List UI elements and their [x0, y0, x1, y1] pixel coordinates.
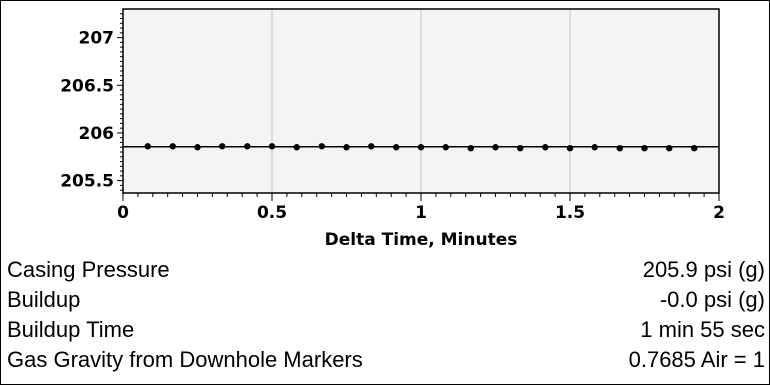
data-point [268, 143, 276, 150]
data-point [616, 144, 623, 152]
data-point [219, 143, 226, 150]
data-point [517, 144, 524, 152]
data-point [666, 144, 673, 152]
data-point [244, 143, 251, 150]
data-point [467, 144, 474, 152]
info-panel: Casing Pressure 205.9 psi (g) Buildup -0… [1, 254, 769, 384]
data-point [641, 144, 648, 152]
x-tick-label: 1.5 [555, 203, 585, 223]
buildup-label: Buildup [7, 287, 81, 312]
gas-gravity-label: Gas Gravity from Downhole Markers [7, 347, 363, 372]
data-point [194, 144, 201, 151]
chart-labels: 0 0.5 1 1.5 2 205.5 206 206.5 207 Delta Time, Min… [60, 29, 725, 250]
x-axis-title: Delta Time, Minutes [325, 230, 518, 250]
chart-ticks [117, 13, 720, 201]
info-row-buildup-time: Buildup Time 1 min 55 sec [1, 314, 769, 347]
data-point [492, 144, 499, 151]
casing-pressure-value: 205.9 psi (g) [642, 257, 765, 282]
chart-points [144, 143, 698, 152]
y-tick-label: 205.5 [60, 172, 114, 192]
data-point [393, 144, 400, 151]
x-tick-label: 2 [713, 203, 725, 223]
data-point [691, 144, 698, 152]
data-point [591, 144, 598, 151]
y-tick-label: 206.5 [60, 76, 114, 96]
info-row-casing-pressure: Casing Pressure 205.9 psi (g) [1, 254, 769, 287]
data-point [318, 143, 325, 150]
data-point [442, 144, 449, 151]
data-point [343, 144, 350, 151]
x-tick-label: 0 [117, 203, 129, 223]
pressure-chart: 0 0.5 1 1.5 2 205.5 206 206.5 207 Delta Time, Min… [1, 1, 769, 253]
data-point [293, 144, 300, 151]
data-point [542, 144, 549, 151]
buildup-time-label: Buildup Time [7, 317, 135, 342]
casing-pressure-label: Casing Pressure [7, 257, 170, 282]
info-row-buildup: Buildup -0.0 psi (g) [1, 284, 769, 317]
data-point [417, 144, 425, 151]
y-tick-label: 207 [79, 29, 115, 49]
buildup-time-value: 1 min 55 sec [640, 317, 765, 342]
gas-gravity-value: 0.7685 Air = 1 [628, 347, 765, 372]
x-tick-label: 0.5 [257, 203, 287, 223]
data-point [144, 143, 151, 150]
buildup-value: -0.0 psi (g) [659, 287, 765, 312]
info-row-gas-gravity: Gas Gravity from Downhole Markers 0.7685… [1, 344, 769, 377]
pressure-chart-svg: 0 0.5 1 1.5 2 205.5 206 206.5 207 Delta Time, Min… [60, 8, 725, 250]
x-tick-label: 1 [415, 203, 427, 223]
data-point [169, 143, 176, 150]
chart-grid [123, 9, 719, 193]
data-point [566, 144, 574, 152]
data-point [368, 143, 375, 150]
y-tick-label: 206 [79, 124, 115, 144]
